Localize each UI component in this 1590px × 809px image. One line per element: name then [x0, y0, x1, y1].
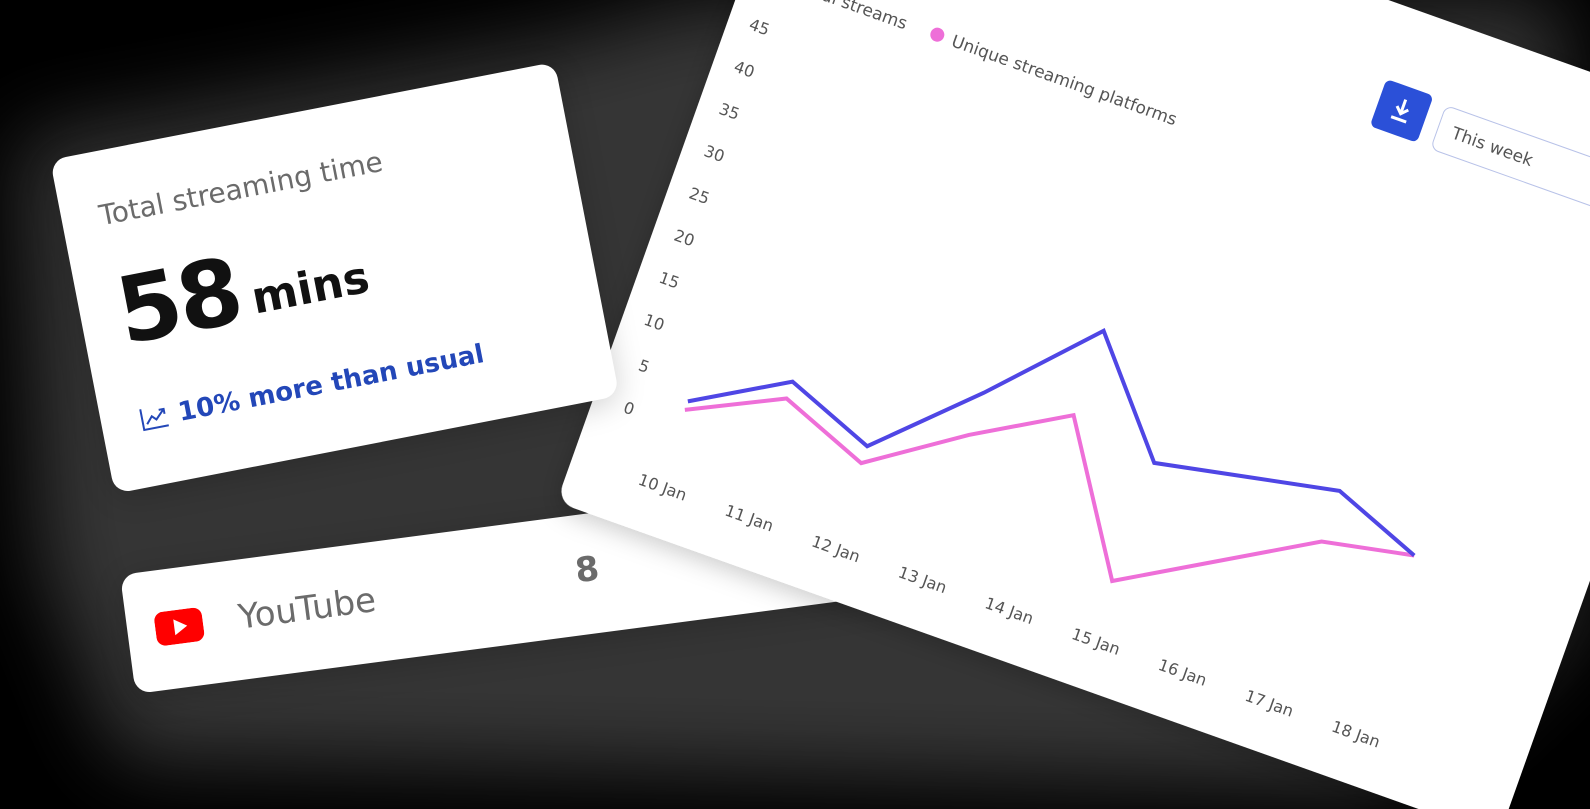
download-button[interactable] [1370, 79, 1434, 143]
streaming-unit: mins [247, 251, 374, 325]
streaming-time-card: Total streaming time 58 mins 10% more th… [50, 61, 620, 494]
trend-text: 10% more than usual [175, 339, 487, 428]
data-line [687, 327, 1416, 558]
platform-card[interactable]: YouTube 8 [120, 467, 949, 694]
card-title: Total streaming time [96, 144, 386, 233]
trend: 10% more than usual [137, 339, 487, 435]
card-background [561, 0, 1590, 809]
youtube-icon [154, 607, 205, 646]
legend-marker [930, 27, 945, 42]
trend-icon [139, 407, 169, 432]
streaming-value: 58 [108, 237, 249, 366]
data-line [684, 396, 1415, 584]
